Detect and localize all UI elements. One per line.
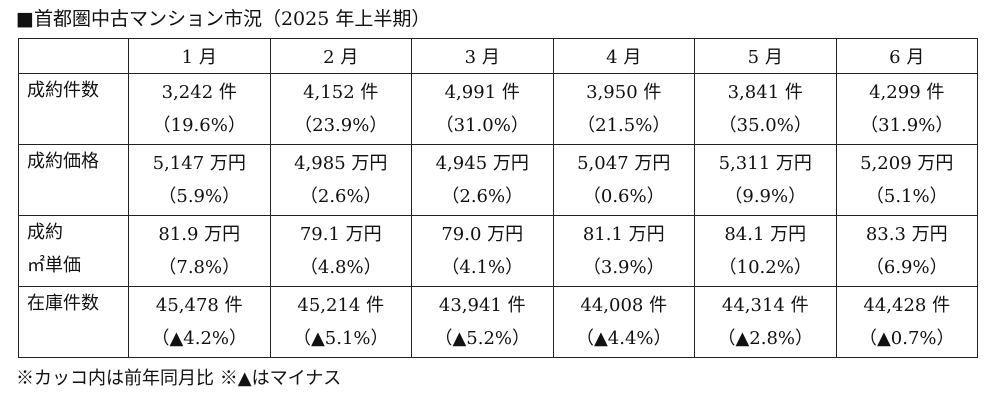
table-row: 在庫件数 45,478 件 （▲4.2%） 45,214 件 （▲5.1%） 43,… — [18, 286, 978, 358]
cell-change: （▲5.1%） — [292, 328, 389, 349]
row-label: 成約 ㎡単価 — [18, 215, 129, 287]
cell-change: （5.1%） — [865, 186, 948, 207]
table-row: 成約価格 5,147 万円 （5.9%） 4,985 万円 （2.6%） 4,945… — [18, 144, 978, 216]
data-cell: 81.1 万円 （3.9%） — [552, 215, 695, 287]
row-label-line: 成約価格 — [27, 151, 99, 172]
data-cell: 79.0 万円 （4.1%） — [411, 215, 554, 287]
data-cell: 83.3 万円 （6.9%） — [835, 215, 978, 287]
cell-change: （35.0%） — [718, 115, 812, 136]
data-cell: 4,152 件 （23.9%） — [269, 73, 412, 145]
table-header-row: 1 月 2 月 3 月 4 月 5 月 6 月 — [18, 38, 978, 74]
row-label-line: 在庫件数 — [27, 293, 99, 314]
header-month: 4 月 — [552, 38, 695, 74]
data-cell: 5,209 万円 （5.1%） — [835, 144, 978, 216]
cell-change: （31.9%） — [860, 115, 954, 136]
cell-value: 81.1 万円 — [582, 224, 665, 245]
cell-value: 45,214 件 — [297, 295, 385, 316]
table-row: 成約件数 3,242 件 （19.6%） 4,152 件 （23.9%） 4,991… — [18, 73, 978, 145]
data-cell: 84.1 万円 （10.2%） — [694, 215, 837, 287]
row-label-line: 成約 — [27, 222, 63, 243]
cell-change: （▲2.8%） — [717, 328, 814, 349]
cell-value: 4,152 件 — [303, 82, 379, 103]
cell-value: 4,299 件 — [869, 82, 945, 103]
cell-value: 5,147 万円 — [152, 153, 246, 174]
cell-value: 83.3 万円 — [865, 224, 948, 245]
cell-change: （19.6%） — [152, 115, 246, 136]
cell-value: 3,242 件 — [161, 82, 237, 103]
cell-value: 4,985 万円 — [294, 153, 388, 174]
data-cell: 3,242 件 （19.6%） — [128, 73, 271, 145]
cell-change: （▲0.7%） — [858, 328, 955, 349]
cell-value: 3,841 件 — [727, 82, 803, 103]
header-month: 3 月 — [411, 38, 554, 74]
cell-value: 79.1 万円 — [299, 224, 382, 245]
header-corner-cell — [18, 38, 129, 74]
data-cell: 5,311 万円 （9.9%） — [694, 144, 837, 216]
header-month: 2 月 — [269, 38, 412, 74]
cell-value: 44,428 件 — [863, 295, 951, 316]
cell-value: 79.0 万円 — [441, 224, 524, 245]
cell-value: 43,941 件 — [438, 295, 526, 316]
data-cell: 3,950 件 （21.5%） — [552, 73, 695, 145]
cell-value: 5,311 万円 — [718, 153, 812, 174]
cell-change: （▲4.2%） — [151, 328, 248, 349]
row-label: 成約価格 — [18, 144, 129, 216]
cell-change: （4.8%） — [299, 257, 382, 278]
data-cell: 44,314 件 （▲2.8%） — [694, 286, 837, 358]
row-label-line: ㎡単価 — [27, 255, 81, 276]
cell-change: （3.9%） — [582, 257, 665, 278]
footnote: ※カッコ内は前年同月比 ※▲はマイナス — [16, 368, 342, 389]
cell-change: （▲5.2%） — [434, 328, 531, 349]
cell-value: 5,209 万円 — [860, 153, 954, 174]
cell-change: （23.9%） — [294, 115, 388, 136]
data-cell: 43,941 件 （▲5.2%） — [411, 286, 554, 358]
cell-value: 4,991 件 — [444, 82, 520, 103]
cell-value: 44,008 件 — [580, 295, 668, 316]
cell-change: （31.0%） — [435, 115, 529, 136]
cell-value: 5,047 万円 — [577, 153, 671, 174]
cell-change: （5.9%） — [158, 186, 241, 207]
data-cell: 44,428 件 （▲0.7%） — [835, 286, 978, 358]
cell-change: （21.5%） — [577, 115, 671, 136]
cell-change: （2.6%） — [441, 186, 524, 207]
data-cell: 4,945 万円 （2.6%） — [411, 144, 554, 216]
row-label-line: 成約件数 — [27, 80, 99, 101]
cell-value: 4,945 万円 — [435, 153, 529, 174]
cell-value: 3,950 件 — [586, 82, 662, 103]
data-cell: 81.9 万円 （7.8%） — [128, 215, 271, 287]
table-row: 成約 ㎡単価 81.9 万円 （7.8%） 79.1 万円 （4.8%） 79.0 … — [18, 215, 978, 287]
cell-change: （9.9%） — [724, 186, 807, 207]
document-title: ■首都圏中古マンション市況（2025 年上半期） — [16, 8, 431, 30]
cell-change: （0.6%） — [582, 186, 665, 207]
data-cell: 45,478 件 （▲4.2%） — [128, 286, 271, 358]
row-label: 成約件数 — [18, 73, 129, 145]
row-label: 在庫件数 — [18, 286, 129, 358]
cell-change: （7.8%） — [158, 257, 241, 278]
data-cell: 5,047 万円 （0.6%） — [552, 144, 695, 216]
data-cell: 4,985 万円 （2.6%） — [269, 144, 412, 216]
header-month: 1 月 — [128, 38, 271, 74]
data-cell: 45,214 件 （▲5.1%） — [269, 286, 412, 358]
cell-change: （2.6%） — [299, 186, 382, 207]
header-month: 5 月 — [694, 38, 837, 74]
data-cell: 4,991 件 （31.0%） — [411, 73, 554, 145]
data-cell: 44,008 件 （▲4.4%） — [552, 286, 695, 358]
data-cell: 4,299 件 （31.9%） — [835, 73, 978, 145]
cell-value: 45,478 件 — [155, 295, 243, 316]
market-stats-table: 1 月 2 月 3 月 4 月 5 月 6 月 成約件数 3,242 件 （19.… — [18, 38, 978, 358]
data-cell: 79.1 万円 （4.8%） — [269, 215, 412, 287]
cell-value: 81.9 万円 — [158, 224, 241, 245]
cell-change: （4.1%） — [441, 257, 524, 278]
data-cell: 5,147 万円 （5.9%） — [128, 144, 271, 216]
cell-value: 44,314 件 — [721, 295, 809, 316]
cell-change: （10.2%） — [718, 257, 812, 278]
header-month: 6 月 — [835, 38, 978, 74]
cell-value: 84.1 万円 — [724, 224, 807, 245]
data-cell: 3,841 件 （35.0%） — [694, 73, 837, 145]
cell-change: （▲4.4%） — [575, 328, 672, 349]
cell-change: （6.9%） — [865, 257, 948, 278]
